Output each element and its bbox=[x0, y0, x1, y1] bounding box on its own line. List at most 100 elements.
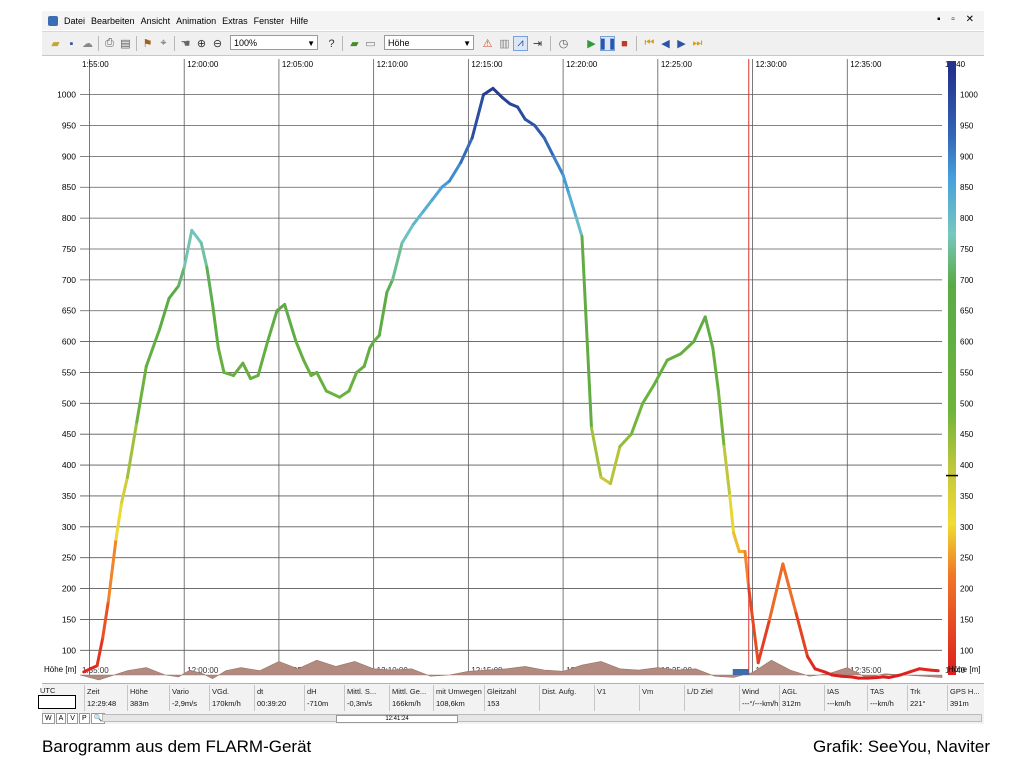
colorbar-tick-label: 200 bbox=[960, 585, 974, 594]
altitude-line-segment bbox=[459, 136, 474, 164]
y-tick-label: 950 bbox=[62, 120, 76, 130]
open-folder-icon[interactable]: ▰ bbox=[51, 38, 60, 50]
x-tick-label: 12:05:00 bbox=[282, 60, 314, 69]
y-tick-label: 300 bbox=[62, 522, 76, 532]
altitude-line-segment bbox=[385, 278, 395, 294]
zoom-select[interactable]: 100% ▼ bbox=[230, 35, 318, 50]
altitude-line-segment bbox=[411, 210, 425, 226]
altitude-line-segment bbox=[679, 340, 696, 356]
barogram-chart[interactable]: 100 150 200 250 300 350 400 450 500 550 600 650 700 7… bbox=[42, 55, 984, 687]
status-column-separator bbox=[739, 685, 740, 711]
tab-w[interactable]: W bbox=[42, 713, 55, 724]
zoom-in-icon[interactable]: ⊕ bbox=[196, 38, 207, 50]
menu-ansicht[interactable]: Ansicht bbox=[140, 15, 171, 26]
print-icon[interactable]: ⎙ bbox=[105, 37, 114, 49]
open-file-icon[interactable]: ▰ bbox=[350, 38, 359, 50]
zoom-out-icon[interactable]: ⊖ bbox=[212, 38, 223, 50]
status-column-separator bbox=[539, 685, 540, 711]
next-icon[interactable]: ▶ bbox=[677, 38, 686, 50]
altitude-line-segment bbox=[929, 668, 940, 673]
compass-icon[interactable]: ⌖ bbox=[160, 37, 167, 49]
status-column-separator bbox=[824, 685, 825, 711]
status-value: 170km/h bbox=[212, 699, 241, 708]
colorbar-tick-label: 350 bbox=[960, 492, 974, 501]
menu-fenster[interactable]: Fenster bbox=[253, 15, 285, 26]
altitude-line-segment bbox=[144, 327, 162, 368]
altitude-line-segment bbox=[908, 667, 921, 674]
status-header: Wind bbox=[742, 687, 760, 696]
hand-icon[interactable]: ☚ bbox=[180, 38, 191, 50]
play-icon[interactable]: ▶ bbox=[587, 38, 596, 50]
skip-start-icon[interactable]: ⏮ bbox=[644, 37, 655, 49]
color-scale-icon[interactable]: ▥ bbox=[499, 38, 510, 50]
menu-extras[interactable]: Extras bbox=[222, 15, 248, 26]
tab-p[interactable]: P bbox=[78, 713, 90, 724]
y-tick-label: 150 bbox=[62, 614, 76, 624]
colorbar-tick-label: 450 bbox=[960, 430, 974, 439]
save-icon[interactable]: ▪ bbox=[69, 37, 74, 50]
menu-datei[interactable]: Datei bbox=[64, 15, 86, 26]
barogram-svg[interactable]: 100 150 200 250 300 350 400 450 500 550 600 650 700 7… bbox=[42, 55, 984, 683]
y-tick-label: 500 bbox=[62, 398, 76, 408]
altitude-line-segment bbox=[106, 537, 118, 603]
altitude-line-segment bbox=[840, 674, 853, 679]
skip-end-icon[interactable]: ⏭ bbox=[692, 37, 703, 49]
altitude-line-segment bbox=[158, 296, 171, 331]
status-column-separator bbox=[639, 685, 640, 711]
chart-mode-icon[interactable]: ⩘ bbox=[513, 36, 528, 51]
help-icon[interactable]: ? bbox=[328, 37, 335, 50]
altitude-line-segment bbox=[355, 364, 366, 374]
menu-bearbeiten[interactable]: Bearbeiten bbox=[91, 15, 135, 26]
alarm-icon[interactable]: ⚠ bbox=[482, 38, 493, 50]
altitude-line-segment bbox=[728, 494, 736, 535]
x-tick-label-bottom: 1:55:00 bbox=[82, 666, 109, 675]
toolbar-separator bbox=[136, 36, 137, 51]
scroll-thumb[interactable]: 12:41:24 bbox=[336, 715, 458, 723]
altitude-line-segment bbox=[652, 358, 669, 387]
altitude-line-segment bbox=[542, 136, 556, 158]
altitude-line-segment bbox=[205, 266, 215, 306]
status-column-separator bbox=[594, 685, 595, 711]
print-preview-icon[interactable]: ▤ bbox=[120, 38, 131, 50]
toolbar-separator bbox=[174, 36, 175, 51]
menu-hilfe[interactable]: Hilfe bbox=[290, 15, 309, 26]
status-tabs: W A V P 🔍 bbox=[42, 713, 106, 724]
x-tick-label: 12:10:00 bbox=[377, 60, 409, 69]
cloud-icon[interactable]: ☁ bbox=[82, 38, 93, 50]
status-header: Gleitzahl bbox=[487, 687, 517, 696]
status-value: 12:29:48 bbox=[87, 699, 117, 708]
time-scrollbar[interactable]: 12:41:24 bbox=[102, 714, 982, 723]
colorbar-tick-label: 1000 bbox=[960, 91, 978, 100]
plot-area bbox=[80, 73, 942, 675]
tab-v[interactable]: V bbox=[67, 713, 78, 724]
x-tick-label: 12:20:00 bbox=[566, 60, 598, 69]
menu-animation[interactable]: Animation bbox=[176, 15, 217, 26]
document-icon[interactable]: ▭ bbox=[365, 38, 376, 50]
field-select[interactable]: Höhe ▼ bbox=[384, 35, 474, 50]
altitude-line-segment bbox=[552, 154, 565, 177]
chevron-down-icon: ▼ bbox=[463, 39, 471, 48]
stop-icon[interactable]: ■ bbox=[621, 37, 628, 50]
y-tick-label: 550 bbox=[62, 367, 76, 377]
x-tick-label: 12:35:00 bbox=[850, 60, 882, 69]
status-value: ---°/---km/h bbox=[742, 699, 779, 708]
altitude-line-segment bbox=[806, 655, 817, 671]
prev-icon[interactable]: ◀ bbox=[661, 38, 670, 50]
status-header: TAS bbox=[870, 687, 885, 696]
status-value: 221° bbox=[910, 699, 926, 708]
pause-icon[interactable]: ❚❚ bbox=[598, 36, 617, 51]
clock-icon[interactable]: ◷ bbox=[558, 38, 569, 50]
altitude-line-segment bbox=[665, 352, 683, 362]
flag-icon[interactable]: ⚑ bbox=[142, 38, 153, 50]
altitude-line-segment bbox=[567, 191, 578, 220]
x-tick-label-bottom: 12:00:00 bbox=[187, 666, 219, 675]
status-column-separator bbox=[433, 685, 434, 711]
altitude-line-segment bbox=[794, 611, 809, 658]
tab-a[interactable]: A bbox=[55, 713, 67, 724]
window-controls[interactable]: ▪ ▫ ✕ bbox=[936, 14, 978, 25]
arrow-right-icon[interactable]: ⇥ bbox=[532, 38, 543, 50]
status-header: AGL bbox=[782, 687, 798, 696]
y-tick-label: 1000 bbox=[57, 90, 76, 100]
altitude-line-segment bbox=[887, 673, 902, 679]
status-header: Trk bbox=[910, 687, 921, 696]
